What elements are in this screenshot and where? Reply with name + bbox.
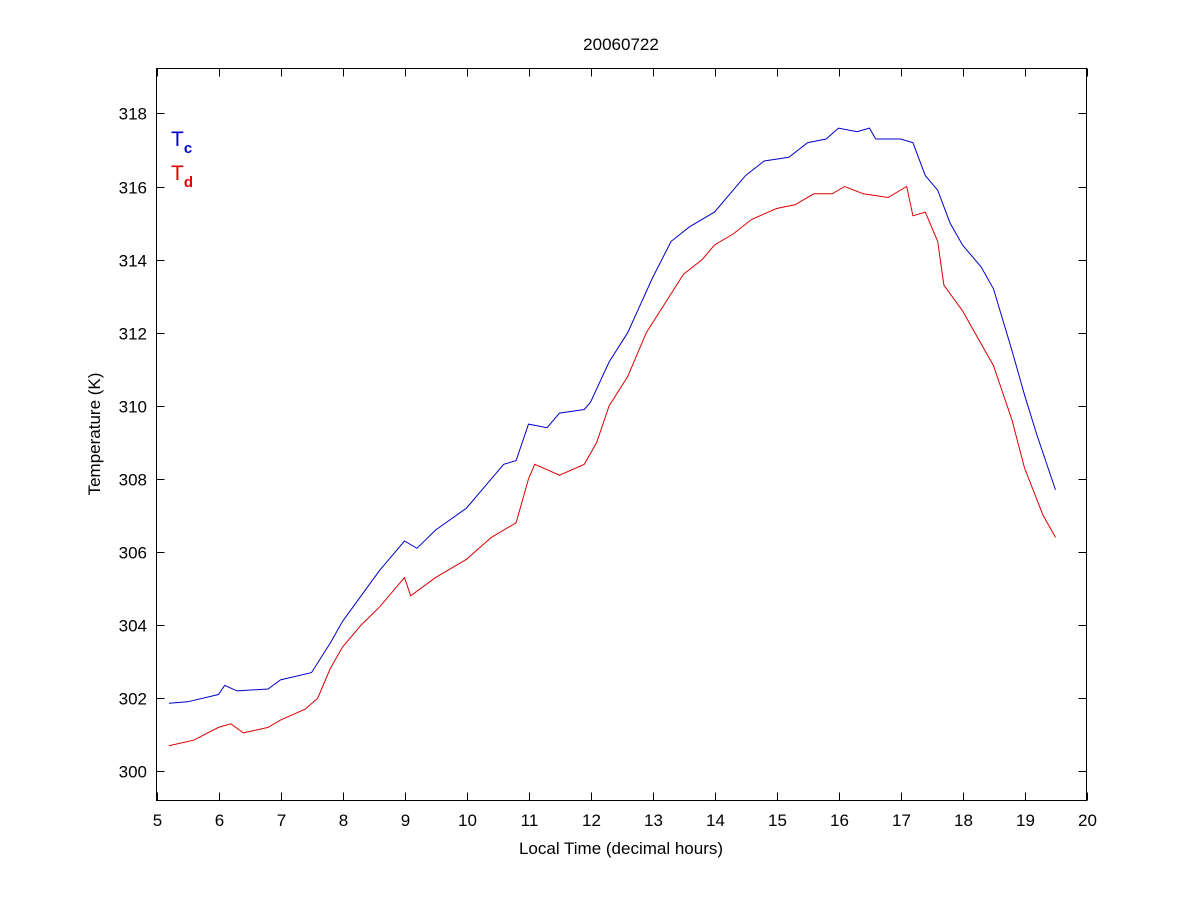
x-tick-label: 18 <box>954 811 973 830</box>
legend-tc-main: T <box>171 128 184 151</box>
x-tick-label: 15 <box>768 811 787 830</box>
y-tick-label: 318 <box>119 105 147 124</box>
x-tick-label: 7 <box>277 811 286 830</box>
x-tick-label: 20 <box>1078 811 1097 830</box>
y-tick-label: 304 <box>119 617 147 636</box>
y-tick-label: 312 <box>119 325 147 344</box>
x-tick-label: 8 <box>339 811 348 830</box>
axes-box <box>156 68 1087 801</box>
legend-td-main: T <box>171 162 184 185</box>
y-tick-label: 316 <box>119 179 147 198</box>
x-tick-label: 17 <box>892 811 911 830</box>
x-tick-label: 11 <box>521 811 539 830</box>
legend-td: Td <box>171 162 193 191</box>
y-tick-label: 308 <box>119 471 147 490</box>
legend: Tc Td <box>171 128 193 191</box>
series-line-tc <box>168 127 1056 704</box>
x-tick-label: 12 <box>582 811 601 830</box>
y-tick-label: 314 <box>119 252 147 271</box>
x-tick-label: 19 <box>1016 811 1035 830</box>
series-line-td <box>168 185 1056 747</box>
x-axis-label: Local Time (decimal hours) <box>519 839 723 858</box>
x-tick-label: 6 <box>215 811 224 830</box>
chart-title: 20060722 <box>583 35 659 54</box>
x-tick-label: 5 <box>153 811 162 830</box>
x-tick-label: 10 <box>458 811 477 830</box>
y-tick-label: 302 <box>119 690 147 709</box>
legend-tc-sub: c <box>184 140 192 157</box>
y-tick-label: 310 <box>119 398 147 417</box>
legend-td-sub: d <box>184 174 193 191</box>
legend-tc: Tc <box>171 128 192 157</box>
x-tick-label: 9 <box>401 811 410 830</box>
x-tick-label: 13 <box>644 811 663 830</box>
y-tick-label: 300 <box>119 763 147 782</box>
y-axis-label: Temperature (K) <box>85 373 104 496</box>
x-tick-label: 14 <box>706 811 725 830</box>
x-tick-label: 16 <box>830 811 849 830</box>
y-tick-label: 306 <box>119 544 147 563</box>
